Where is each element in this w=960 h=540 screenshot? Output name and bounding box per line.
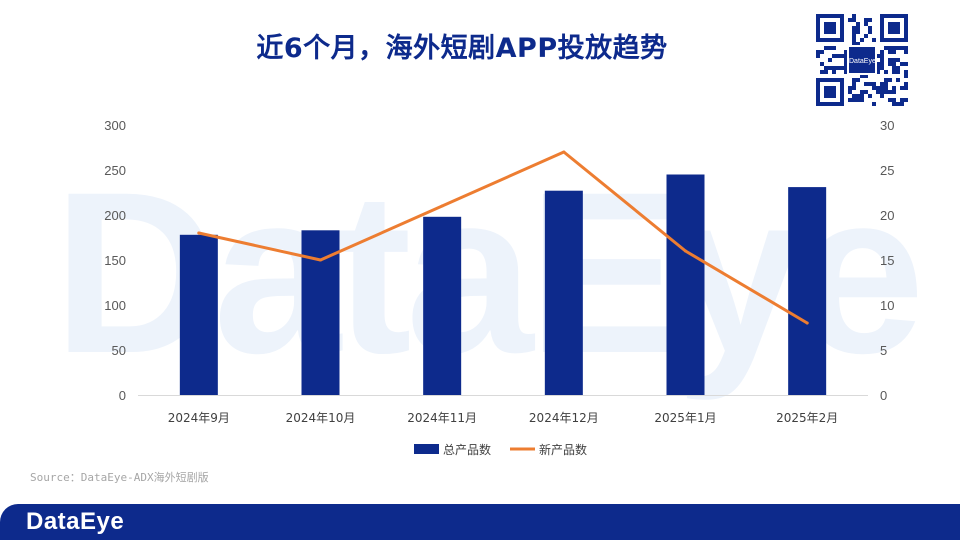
line-point bbox=[805, 321, 809, 325]
y-right-tick-label: 30 bbox=[880, 118, 894, 133]
y-right-tick-label: 0 bbox=[880, 388, 887, 403]
bar bbox=[788, 187, 827, 395]
legend-swatch-bar bbox=[414, 444, 439, 454]
footer-logo: DataEye bbox=[26, 508, 125, 535]
y-right-tick-label: 15 bbox=[880, 253, 894, 268]
line-series-new-products bbox=[197, 150, 809, 325]
y-left-tick-label: 50 bbox=[112, 343, 126, 358]
legend-label-bar: 总产品数 bbox=[443, 442, 491, 457]
y-left-tick-label: 200 bbox=[104, 208, 126, 223]
y-left-tick-label: 150 bbox=[104, 253, 126, 268]
bar bbox=[179, 234, 218, 395]
x-tick-label: 2024年10月 bbox=[286, 411, 356, 425]
page-title: 近6个月，海外短剧APP投放趋势 bbox=[256, 33, 668, 64]
source-note: Source：DataEye-ADX海外短剧版 bbox=[30, 471, 209, 484]
y-right-tick-label: 10 bbox=[880, 298, 894, 313]
x-tick-label: 2025年1月 bbox=[654, 411, 716, 425]
line-point bbox=[440, 204, 444, 208]
line-point bbox=[562, 150, 566, 154]
y-right-tick-label: 20 bbox=[880, 208, 894, 223]
footer-bar: DataEye bbox=[0, 504, 960, 540]
legend-label-line: 新产品数 bbox=[539, 442, 587, 457]
y-right-tick-label: 25 bbox=[880, 163, 894, 178]
bar bbox=[423, 216, 462, 395]
qr-code: DataEye bbox=[816, 14, 908, 106]
y-left-tick-label: 250 bbox=[104, 163, 126, 178]
bar bbox=[666, 174, 705, 395]
x-tick-label: 2024年11月 bbox=[407, 411, 477, 425]
y-left-tick-label: 300 bbox=[104, 118, 126, 133]
y-right-tick-label: 5 bbox=[880, 343, 887, 358]
line-point bbox=[684, 249, 687, 253]
line-point bbox=[197, 231, 201, 235]
y-left-tick-label: 0 bbox=[119, 388, 126, 403]
x-tick-label: 2024年9月 bbox=[168, 411, 230, 425]
bar bbox=[544, 190, 583, 395]
line-point bbox=[319, 258, 322, 262]
qr-logo: DataEye bbox=[847, 45, 877, 75]
x-tick-label: 2024年12月 bbox=[529, 411, 599, 425]
y-left-tick-label: 100 bbox=[104, 298, 126, 313]
x-tick-label: 2025年2月 bbox=[776, 411, 838, 425]
